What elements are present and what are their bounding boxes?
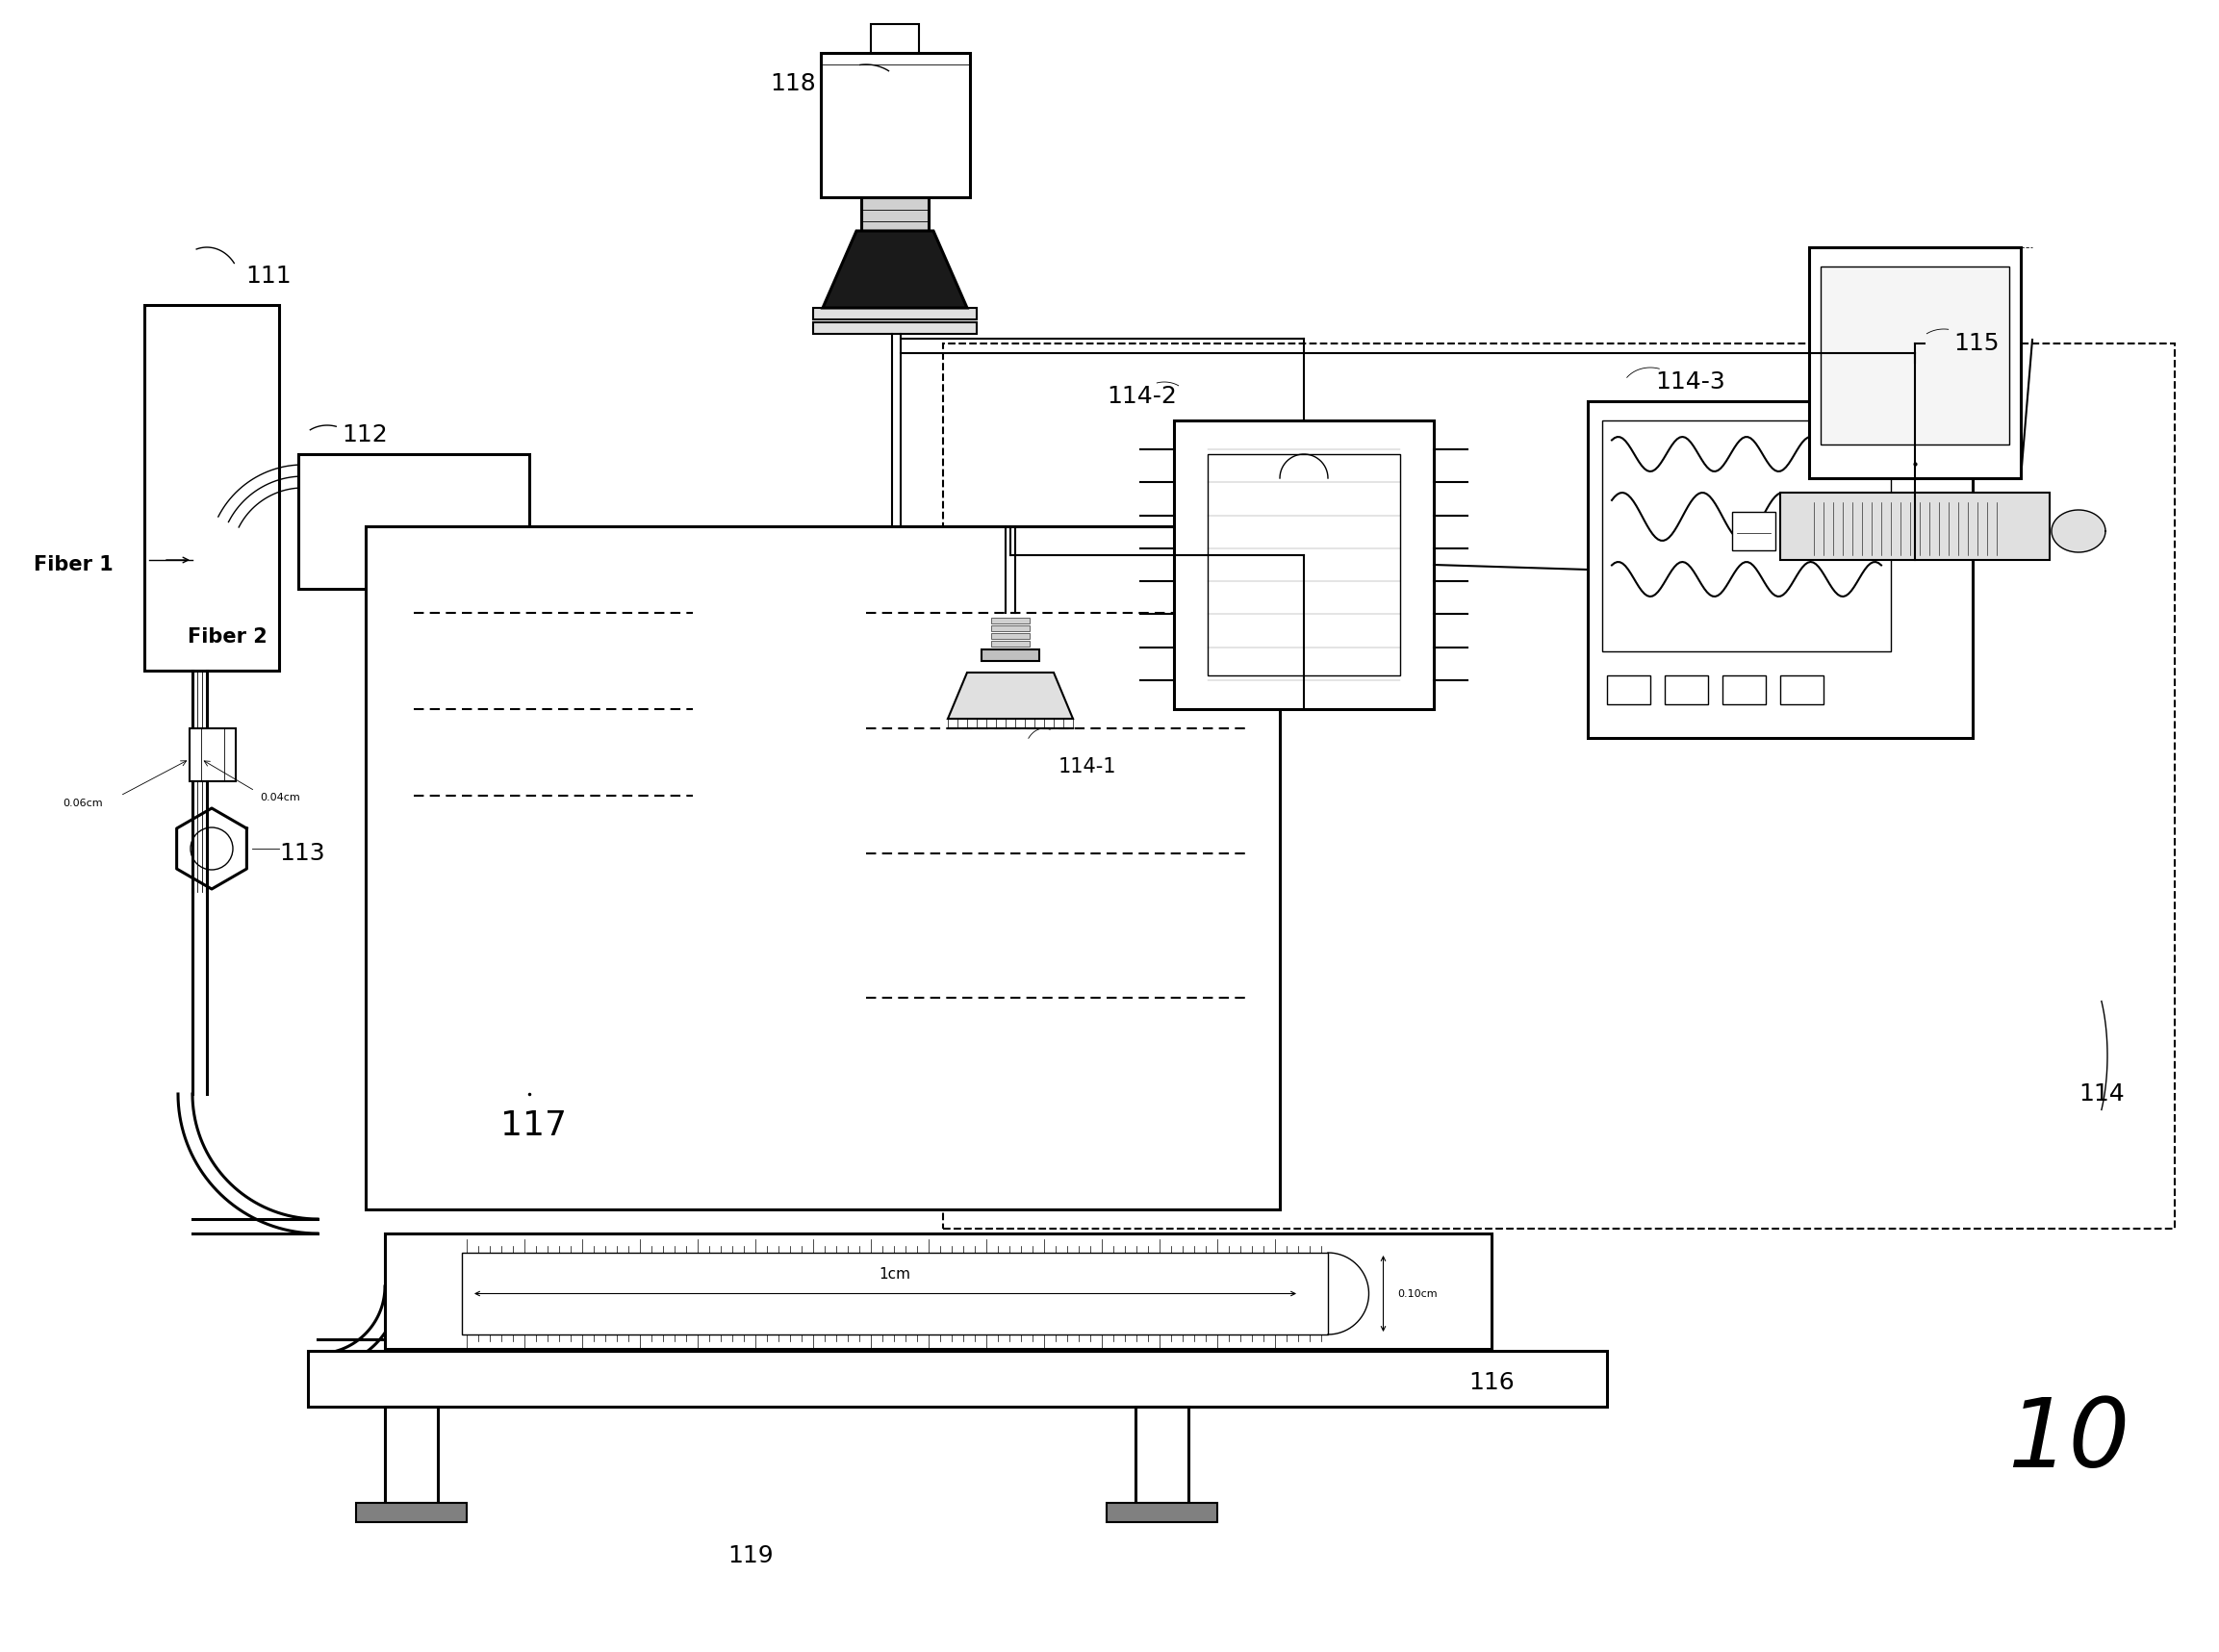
- Bar: [1780, 492, 2050, 560]
- Bar: [1174, 421, 1433, 709]
- Bar: [1722, 676, 1766, 704]
- Bar: [1602, 421, 1891, 651]
- Bar: [1589, 401, 1973, 738]
- Bar: [384, 1406, 437, 1503]
- Bar: [812, 322, 976, 334]
- Bar: [1607, 676, 1651, 704]
- Bar: [992, 633, 1030, 639]
- Bar: [1808, 248, 2022, 477]
- Bar: [1136, 1406, 1189, 1503]
- Bar: [870, 25, 919, 53]
- Bar: [943, 344, 2175, 1229]
- Bar: [812, 307, 976, 319]
- Text: 0.06cm: 0.06cm: [62, 798, 102, 808]
- Text: 114-3: 114-3: [1655, 370, 1724, 393]
- Bar: [384, 1234, 1491, 1350]
- Bar: [189, 729, 235, 781]
- Text: 114-2: 114-2: [1107, 385, 1176, 408]
- Text: 0.10cm: 0.10cm: [1398, 1289, 1438, 1298]
- Polygon shape: [2053, 510, 2106, 552]
- Text: 10: 10: [2008, 1394, 2130, 1487]
- Text: 0.04cm: 0.04cm: [260, 793, 300, 803]
- Polygon shape: [823, 231, 967, 307]
- Text: 116: 116: [1469, 1371, 1516, 1394]
- Bar: [355, 1503, 466, 1521]
- Text: 111: 111: [246, 264, 291, 287]
- Bar: [992, 649, 1030, 654]
- Text: 115: 115: [1953, 332, 1999, 355]
- Text: Fiber 1: Fiber 1: [33, 555, 113, 575]
- Text: 114-1: 114-1: [1058, 757, 1116, 776]
- Text: Fiber 2: Fiber 2: [189, 628, 266, 646]
- Bar: [144, 306, 280, 671]
- Bar: [462, 1252, 1327, 1335]
- Bar: [1107, 1503, 1218, 1521]
- Text: 118: 118: [770, 73, 817, 96]
- Bar: [297, 454, 530, 588]
- Bar: [308, 1351, 1607, 1406]
- Text: 119: 119: [728, 1545, 774, 1568]
- Bar: [1207, 454, 1400, 676]
- Polygon shape: [178, 808, 246, 889]
- Bar: [992, 618, 1030, 623]
- Text: 1cm: 1cm: [879, 1267, 910, 1282]
- Bar: [1733, 512, 1775, 550]
- Bar: [981, 649, 1038, 661]
- Bar: [821, 53, 970, 197]
- Bar: [861, 197, 928, 231]
- Bar: [992, 626, 1030, 631]
- Text: 112: 112: [342, 423, 388, 446]
- Text: 114: 114: [2079, 1082, 2124, 1105]
- Bar: [1664, 676, 1709, 704]
- Bar: [992, 641, 1030, 646]
- Text: 117: 117: [499, 1110, 566, 1142]
- Polygon shape: [948, 672, 1074, 719]
- Bar: [1780, 676, 1824, 704]
- Bar: [1820, 266, 2008, 444]
- Bar: [366, 527, 1280, 1209]
- Text: 113: 113: [280, 843, 324, 866]
